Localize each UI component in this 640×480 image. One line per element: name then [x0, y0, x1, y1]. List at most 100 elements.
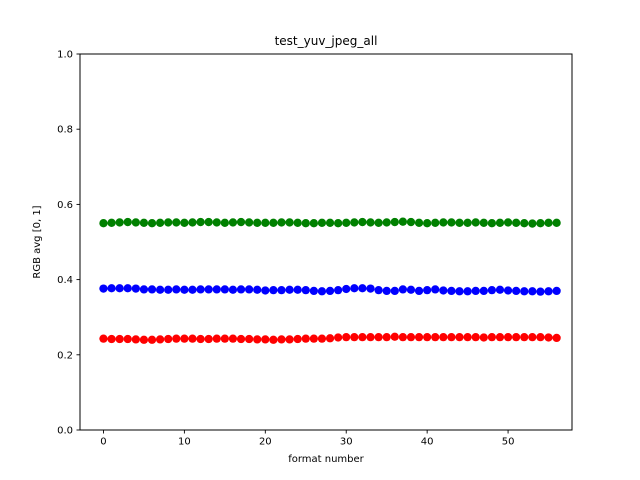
- data-point-green: [350, 218, 359, 227]
- data-point-blue: [447, 286, 456, 296]
- data-point-green: [99, 219, 108, 228]
- data-point-blue: [431, 285, 440, 294]
- data-point-red: [414, 332, 424, 342]
- data-point-blue: [495, 285, 505, 294]
- data-point-green: [431, 218, 440, 227]
- data-point-blue: [382, 286, 391, 296]
- data-point-blue: [261, 286, 270, 295]
- data-point-blue: [164, 285, 173, 294]
- data-point-green: [325, 218, 335, 227]
- data-point-blue: [131, 284, 140, 293]
- x-tick-label: 50: [502, 437, 515, 448]
- data-point-green: [382, 218, 391, 227]
- y-axis-label: RGB avg [0, 1]: [32, 205, 43, 278]
- data-point-blue: [253, 285, 262, 294]
- x-tick-label: 10: [178, 437, 191, 448]
- x-tick-label: 30: [340, 437, 353, 448]
- data-point-red: [196, 334, 205, 344]
- data-point-red: [366, 332, 375, 342]
- data-point-green: [172, 218, 181, 227]
- data-point-green: [147, 219, 157, 228]
- data-point-blue: [236, 285, 246, 294]
- data-point-green: [414, 218, 424, 227]
- data-point-red: [536, 332, 545, 342]
- data-point-green: [244, 218, 254, 227]
- data-point-green: [358, 217, 367, 227]
- data-point-red: [147, 335, 157, 344]
- data-point-blue: [398, 285, 408, 294]
- data-point-red: [309, 334, 319, 343]
- data-point-blue: [293, 285, 302, 294]
- data-point-red: [317, 334, 327, 343]
- data-point-red: [244, 334, 254, 344]
- data-point-red: [447, 332, 456, 342]
- data-point-green: [123, 217, 132, 227]
- data-point-green: [463, 218, 472, 227]
- data-point-blue: [172, 285, 181, 294]
- data-point-red: [495, 332, 505, 342]
- data-point-green: [503, 218, 513, 227]
- data-point-green: [139, 218, 149, 227]
- data-point-red: [471, 332, 480, 342]
- data-point-green: [512, 218, 521, 227]
- data-point-blue: [463, 287, 472, 296]
- data-point-green: [447, 218, 456, 227]
- data-point-blue: [439, 286, 448, 295]
- x-tick-label: 40: [421, 437, 434, 448]
- data-point-red: [277, 335, 286, 344]
- data-point-red: [342, 332, 351, 342]
- data-point-green: [439, 218, 448, 227]
- data-point-red: [131, 335, 140, 344]
- data-point-red: [204, 334, 213, 344]
- data-point-red: [99, 334, 108, 343]
- data-point-green: [366, 218, 375, 227]
- data-point-green: [536, 219, 545, 228]
- data-point-blue: [544, 287, 553, 296]
- data-point-blue: [358, 284, 367, 293]
- data-point-red: [406, 332, 416, 342]
- data-point-red: [358, 332, 367, 342]
- data-point-green: [471, 218, 480, 227]
- data-point-blue: [99, 284, 108, 293]
- data-point-blue: [220, 285, 230, 294]
- data-point-green: [423, 219, 432, 228]
- data-point-red: [528, 332, 537, 342]
- data-point-blue: [155, 285, 165, 294]
- y-tick-label: 0.2: [57, 350, 73, 361]
- data-point-green: [406, 217, 416, 227]
- data-point-blue: [350, 284, 359, 293]
- data-point-red: [374, 332, 383, 342]
- data-point-red: [512, 332, 521, 342]
- data-point-green: [285, 218, 294, 227]
- data-point-green: [552, 218, 561, 227]
- data-point-green: [107, 218, 116, 227]
- data-point-red: [398, 332, 408, 342]
- data-point-blue: [512, 286, 521, 296]
- data-point-green: [155, 218, 165, 227]
- data-point-green: [528, 219, 537, 228]
- data-point-blue: [342, 284, 351, 294]
- x-tick-label: 20: [259, 437, 272, 448]
- data-point-blue: [180, 285, 189, 294]
- data-point-red: [253, 335, 262, 344]
- plot-content: 0 10 20 30 40 50 0.0 0.2 0.4 0.6 0.8 1.0: [57, 50, 573, 448]
- data-point-red: [155, 335, 165, 344]
- data-point-red: [164, 334, 173, 344]
- data-point-red: [333, 333, 343, 342]
- data-point-green: [261, 218, 270, 227]
- data-point-red: [301, 334, 310, 343]
- data-point-blue: [309, 286, 319, 296]
- data-point-green: [390, 217, 399, 227]
- data-point-green: [333, 219, 343, 228]
- data-point-green: [293, 218, 302, 227]
- data-point-blue: [147, 285, 157, 294]
- data-point-blue: [107, 284, 116, 293]
- data-point-green: [164, 218, 173, 227]
- data-point-blue: [244, 285, 254, 294]
- data-point-blue: [471, 286, 480, 296]
- y-tick-label: 0.0: [57, 426, 73, 437]
- data-point-blue: [285, 285, 294, 294]
- data-point-blue: [487, 285, 497, 295]
